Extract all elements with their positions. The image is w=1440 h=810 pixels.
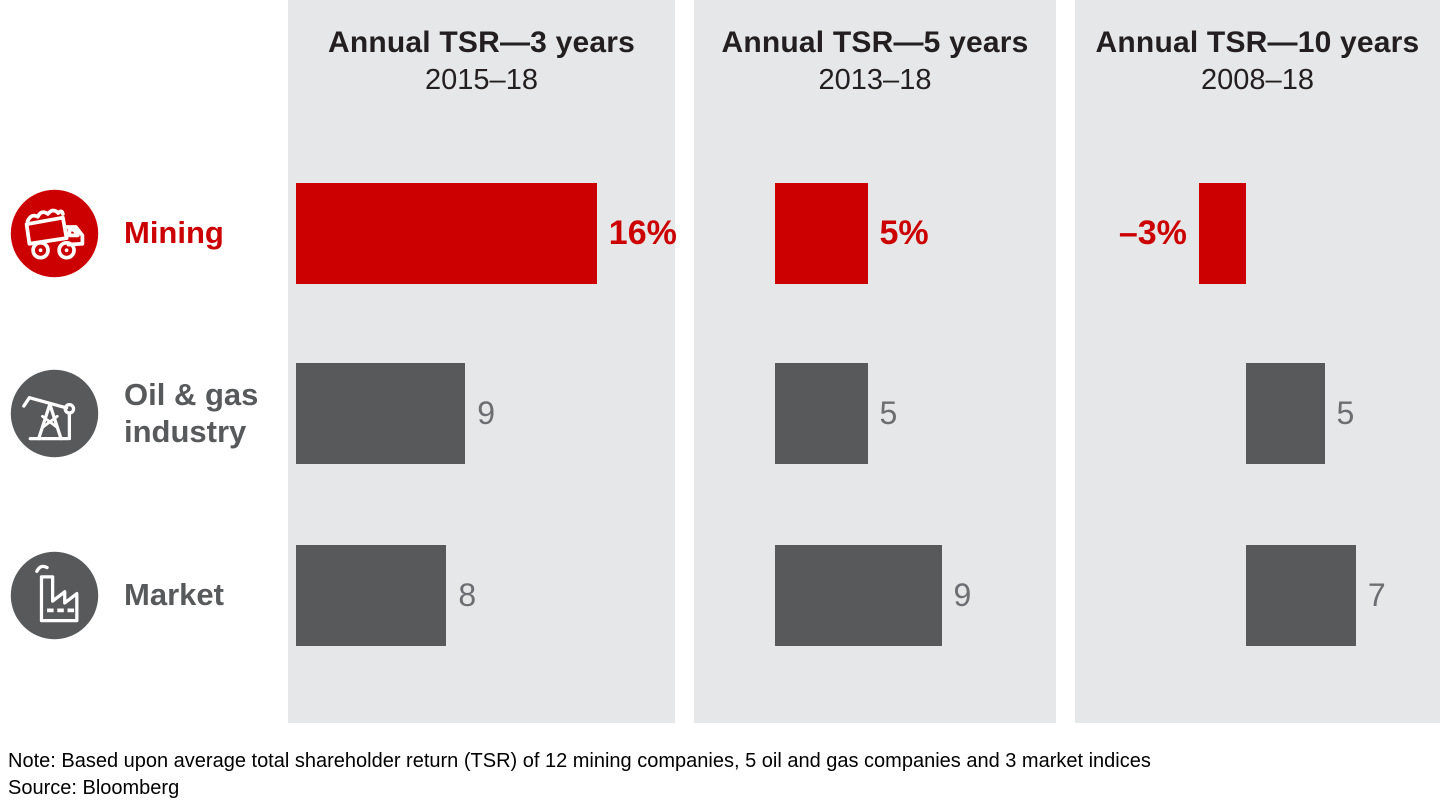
legend-row-market: Market xyxy=(0,545,288,646)
panel-period: 2015–18 xyxy=(425,64,538,96)
bar-value-market-panel-2: 7 xyxy=(1367,577,1386,613)
bar-value-market-panel-1: 9 xyxy=(953,577,972,613)
bar-mining-panel-2 xyxy=(1198,183,1246,284)
panel-period: 2013–18 xyxy=(818,64,932,96)
bar-mining-panel-0 xyxy=(296,183,597,284)
bar-oil-gas-industry-panel-2 xyxy=(1246,363,1325,464)
bar-market-panel-0 xyxy=(296,545,447,646)
bar-market-panel-1 xyxy=(775,545,942,646)
bar-market-panel-2 xyxy=(1246,545,1356,646)
legend-label-mining: Mining xyxy=(124,215,224,251)
bar-value-oil-gas-industry-panel-2: 5 xyxy=(1336,395,1355,431)
footnote-source: Source: Bloomberg xyxy=(8,777,180,799)
bar-value-mining-panel-1: 5% xyxy=(879,214,929,252)
bar-value-mining-panel-2: –3% xyxy=(1118,214,1187,252)
bar-value-market-panel-0: 8 xyxy=(458,577,477,613)
bar-value-oil-gas-industry-panel-0: 9 xyxy=(477,395,495,431)
legend-row-mining: Mining xyxy=(0,183,288,284)
bar-value-mining-panel-0: 16% xyxy=(608,214,677,252)
legend-label-oil-gas: Oil & gas industry xyxy=(124,376,259,449)
panel-tsr-10yr: Annual TSR—10 years 2008–18 –3% 5 7 xyxy=(1075,0,1440,723)
bar-value-oil-gas-industry-panel-1: 5 xyxy=(879,395,898,431)
bar-oil-gas-industry-panel-1 xyxy=(775,363,868,464)
legend-row-oil-gas: Oil & gas industry xyxy=(0,363,288,464)
panel-title: Annual TSR—5 years xyxy=(721,26,1029,59)
panel-title: Annual TSR—3 years xyxy=(327,26,636,59)
footnote-note: Note: Based upon average total sharehold… xyxy=(8,750,1151,772)
dump-truck-icon xyxy=(10,189,99,278)
legend-label-market: Market xyxy=(124,577,224,613)
panel-period: 2008–18 xyxy=(1201,64,1314,96)
panel-tsr-5yr: Annual TSR—5 years 2013–18 5% 5 9 xyxy=(694,0,1056,723)
bar-mining-panel-1 xyxy=(775,183,868,284)
oil-pump-icon xyxy=(10,369,99,458)
footnote: Note: Based upon average total sharehold… xyxy=(8,748,1151,802)
factory-icon xyxy=(10,551,99,640)
bar-oil-gas-industry-panel-0 xyxy=(296,363,466,464)
panel-tsr-3yr: Annual TSR—3 years 2015–18 16% 9 8 xyxy=(288,0,677,723)
panel-title: Annual TSR—10 years xyxy=(1095,26,1420,59)
